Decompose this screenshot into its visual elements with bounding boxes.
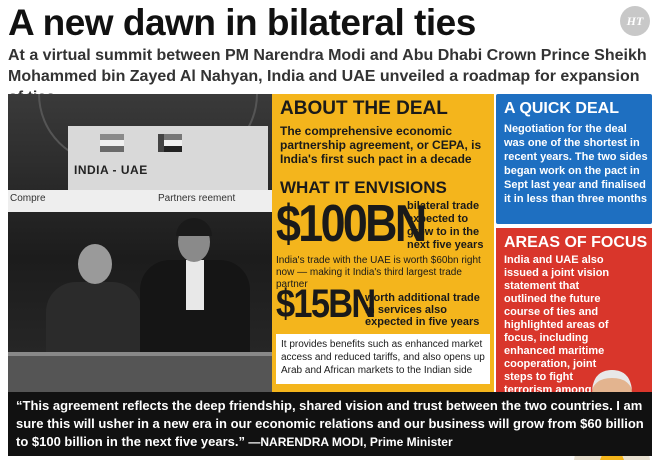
stat-100bn-note: India's trade with the UAE is worth $60b… xyxy=(276,255,481,290)
stat-15bn: $15BN xyxy=(276,282,376,326)
headline: A new dawn in bilateral ties xyxy=(8,2,476,43)
summit-photo: INDIA - UAE Compre Partners reement xyxy=(8,94,272,392)
quote-box: “This agreement reflects the deep friend… xyxy=(8,392,652,456)
table xyxy=(8,356,272,392)
quick-deal-title: A QUICK DEAL xyxy=(504,100,619,117)
envisions-title: WHAT IT ENVISIONS xyxy=(280,178,447,197)
about-deal-panel: ABOUT THE DEAL The comprehensive economi… xyxy=(272,94,494,392)
banner-text-right: Partners reement xyxy=(158,193,236,204)
stat-15bn-desc: worth additional trade in services also … xyxy=(365,292,480,328)
quote-text: “This agreement reflects the deep friend… xyxy=(16,398,644,449)
about-deal-text: The comprehensive economic partnership a… xyxy=(280,124,482,166)
quote-attribution: —NARENDRA MODI, Prime Minister xyxy=(245,435,453,449)
banner xyxy=(8,190,272,212)
person-right-shirt xyxy=(186,260,204,310)
table-top xyxy=(8,352,272,358)
uae-flag-icon xyxy=(158,134,182,152)
quick-deal-panel: A QUICK DEAL Negotiation for the deal wa… xyxy=(496,94,652,224)
about-deal-title: ABOUT THE DEAL xyxy=(280,98,448,119)
ht-logo: HT xyxy=(620,6,650,36)
areas-of-focus-title: AREAS OF FOCUS xyxy=(504,234,648,251)
india-flag-icon xyxy=(100,134,124,152)
banner-text-left: Compre xyxy=(10,193,46,204)
person-right-hair xyxy=(176,218,212,236)
benefits-box: It provides benefits such as enhanced ma… xyxy=(276,334,490,384)
stat-100bn-desc: bilateral trade expected to grow to in t… xyxy=(407,200,484,251)
person-left-head xyxy=(78,244,112,284)
stat-100bn: $100BN xyxy=(276,195,427,253)
quick-deal-text: Negotiation for the deal was one of the … xyxy=(504,123,648,205)
areas-of-focus-panel: AREAS OF FOCUS India and UAE also issued… xyxy=(496,228,652,409)
screen-label: INDIA - UAE xyxy=(74,163,148,177)
